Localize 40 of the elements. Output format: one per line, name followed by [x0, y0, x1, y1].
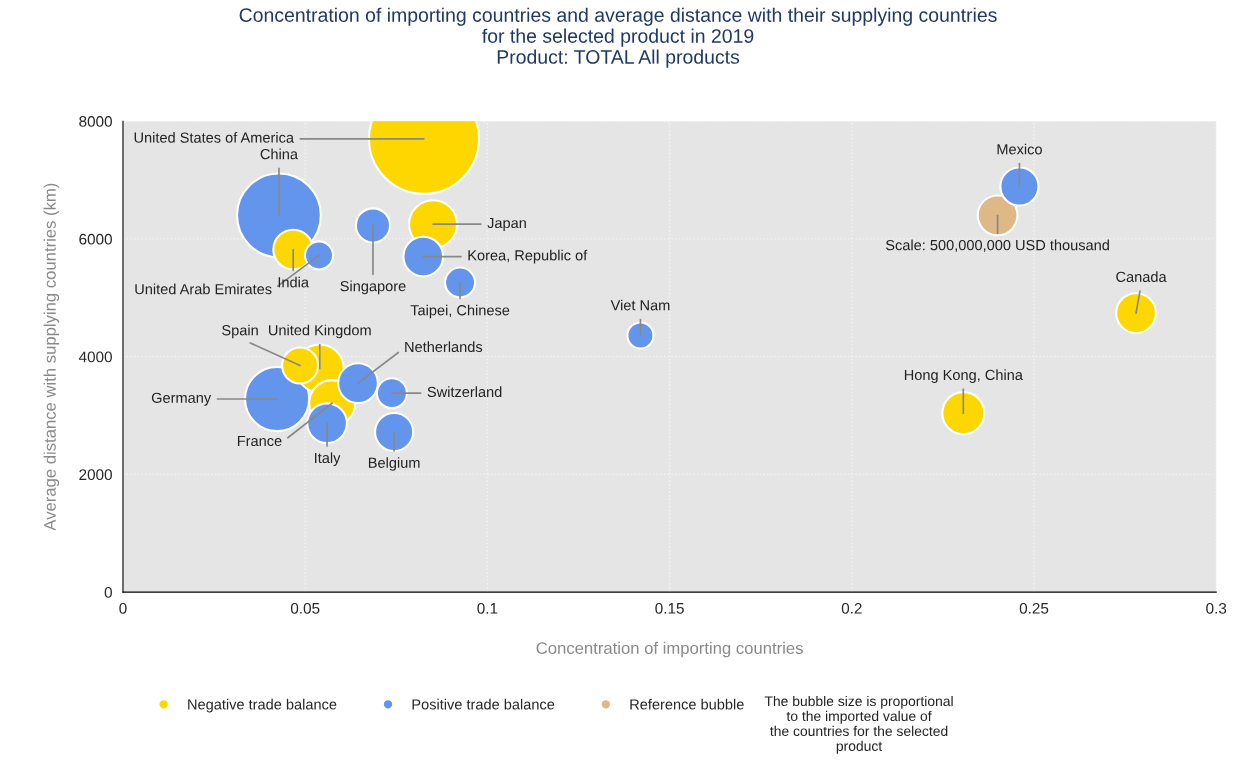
- annotation: Singapore: [340, 280, 406, 295]
- x-tick-label: 0: [119, 602, 127, 614]
- x-tick-label: 0.25: [1019, 602, 1049, 614]
- annotation: Hong Kong, China: [904, 369, 1023, 383]
- annotation: India: [278, 276, 309, 288]
- annotation: Switzerland: [427, 386, 502, 398]
- annotation: Spain: [222, 324, 258, 339]
- y-tick-label: 0: [104, 586, 112, 598]
- annotation: Italy: [315, 452, 341, 466]
- annotation: France: [237, 435, 282, 447]
- legend-label: Negative trade balance: [188, 698, 337, 713]
- annotation: United Kingdom: [269, 324, 371, 339]
- x-tick-label: 0.15: [655, 602, 684, 614]
- annotation: Canada: [1116, 271, 1167, 283]
- annotation: Japan: [487, 217, 526, 231]
- annotation: China: [260, 148, 298, 160]
- y-tick-label: 8000: [79, 116, 112, 127]
- annotation: United States of America: [134, 132, 294, 143]
- y-tick-label: 2000: [79, 469, 112, 481]
- x-axis-title: Concentration of importing countries: [536, 641, 803, 658]
- annotation: Taipei, Chinese: [410, 304, 510, 319]
- x-tick-label: 0.1: [477, 602, 498, 614]
- annotation: United Arab Emirates: [135, 283, 272, 295]
- x-tick-label: 0.3: [1206, 602, 1227, 614]
- annotation: Netherlands: [405, 341, 483, 353]
- annotation: Germany: [151, 392, 212, 406]
- y-tick-label: 4000: [78, 351, 112, 363]
- legend-label: Reference bubble: [630, 698, 744, 710]
- annotation: Viet Nam: [610, 299, 670, 311]
- legend-label: Positive trade balance: [412, 698, 555, 710]
- annotation: Scale: 500,000,000 USD thousand: [885, 239, 1109, 253]
- x-tick-label: 0.05: [290, 602, 320, 614]
- y-tick-label: 6000: [79, 233, 112, 245]
- text: The bubble size is proportional to the imported value of the countries for the selected product: [764, 695, 953, 754]
- chart-title: Concentration of importing countries and average distance with their supplying countries for the selected product in 2019 Product: TOTAL All products: [239, 7, 997, 68]
- annotation: Belgium: [368, 457, 420, 471]
- annotation: Korea, Republic of: [468, 249, 588, 264]
- annotation: Mexico: [997, 143, 1042, 155]
- y-axis-title: Average distance with supplying countries (km): [43, 183, 60, 531]
- x-tick-label: 0.2: [841, 602, 862, 614]
